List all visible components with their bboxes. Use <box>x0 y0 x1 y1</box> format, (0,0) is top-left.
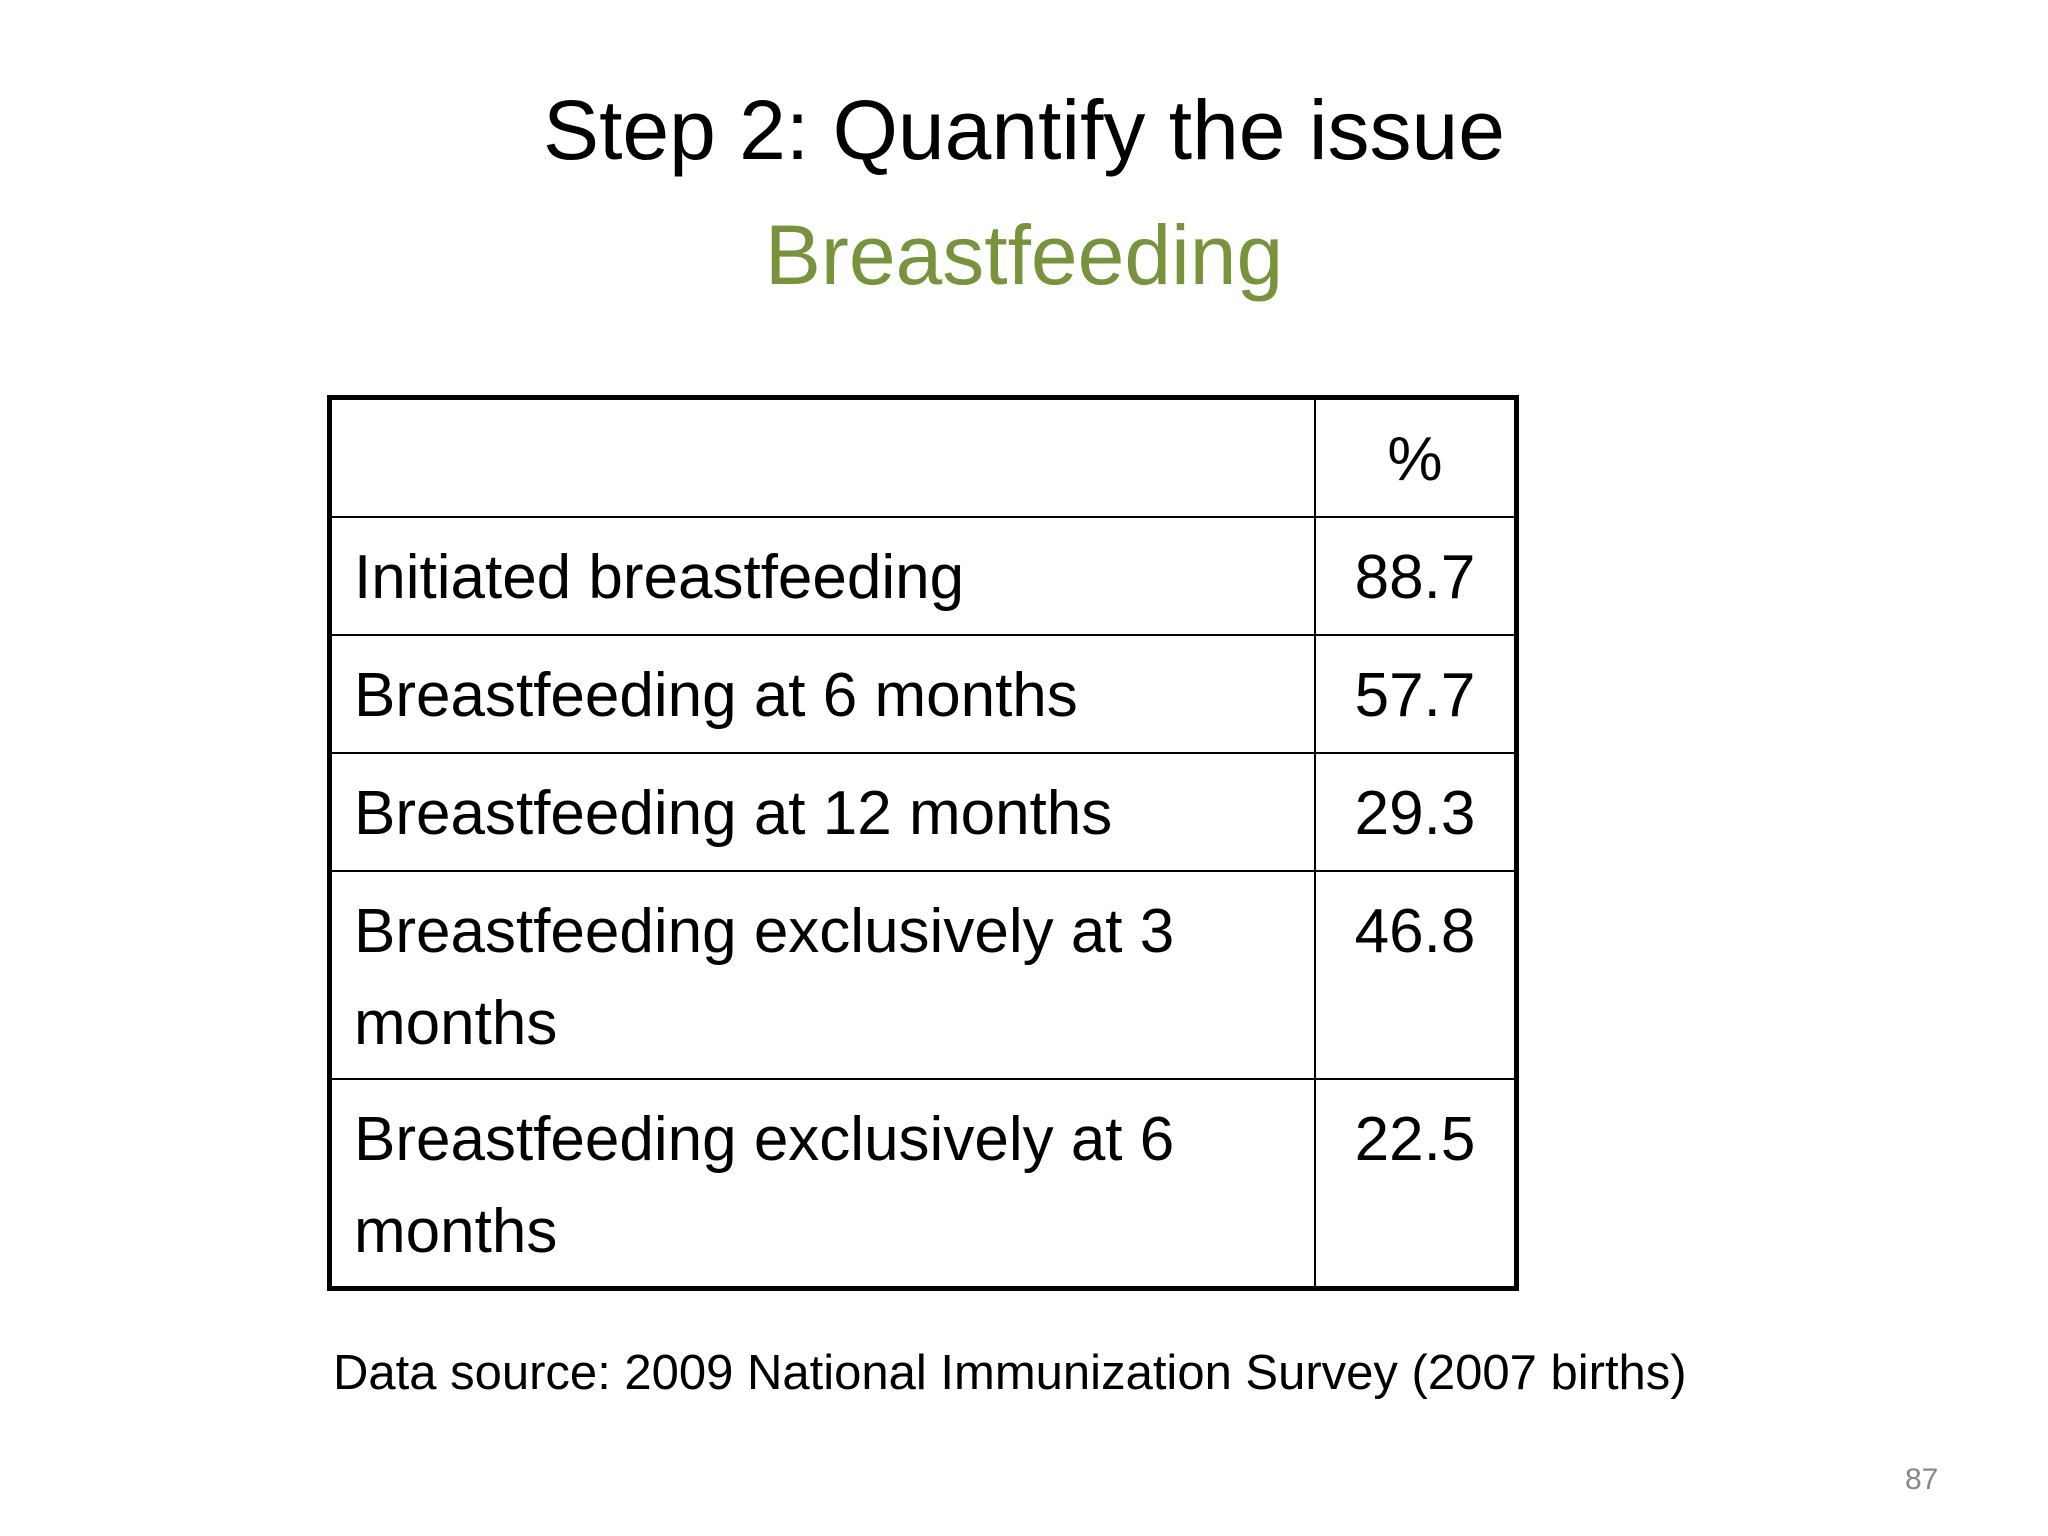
row-value: 46.8 <box>1314 870 1518 1080</box>
table-row: Breastfeeding at 6 months 57.7 <box>328 634 1518 754</box>
slide-subtitle: Breastfeeding <box>764 208 1284 302</box>
empty-header-cell <box>328 396 1316 518</box>
table-row: Breastfeeding exclusively at 6 months 22.… <box>328 1078 1518 1290</box>
row-value: 29.3 <box>1314 752 1518 872</box>
row-label: Breastfeeding exclusively at 3 months <box>328 870 1316 1080</box>
row-label: Breastfeeding exclusively at 6 months <box>328 1078 1316 1290</box>
header-row: % <box>328 396 1518 518</box>
table-body: % Initiated breastfeeding 88.7 Breastfeedi… <box>328 396 1518 1290</box>
page-number: 87 <box>1905 1463 1939 1496</box>
header-cell: % <box>1314 396 1518 518</box>
table-row: Breastfeeding exclusively at 3 months 46.… <box>328 870 1518 1080</box>
table-row: Initiated breastfeeding 88.7 <box>328 516 1518 636</box>
row-value: 88.7 <box>1314 516 1518 636</box>
footnote: Data source: 2009 National Immunization … <box>333 1346 1687 1400</box>
row-label: Breastfeeding at 6 months <box>328 634 1316 754</box>
data-table: % Initiated breastfeeding 88.7 Breastfeedi… <box>327 395 1519 1291</box>
row-value: 57.7 <box>1314 634 1518 754</box>
row-value: 22.5 <box>1314 1078 1518 1290</box>
row-label: Breastfeeding at 12 months <box>328 752 1316 872</box>
slide-title: Step 2: Quantify the issue <box>543 83 1505 177</box>
table-row: Breastfeeding at 12 months 29.3 <box>328 752 1518 872</box>
row-label: Initiated breastfeeding <box>328 516 1316 636</box>
